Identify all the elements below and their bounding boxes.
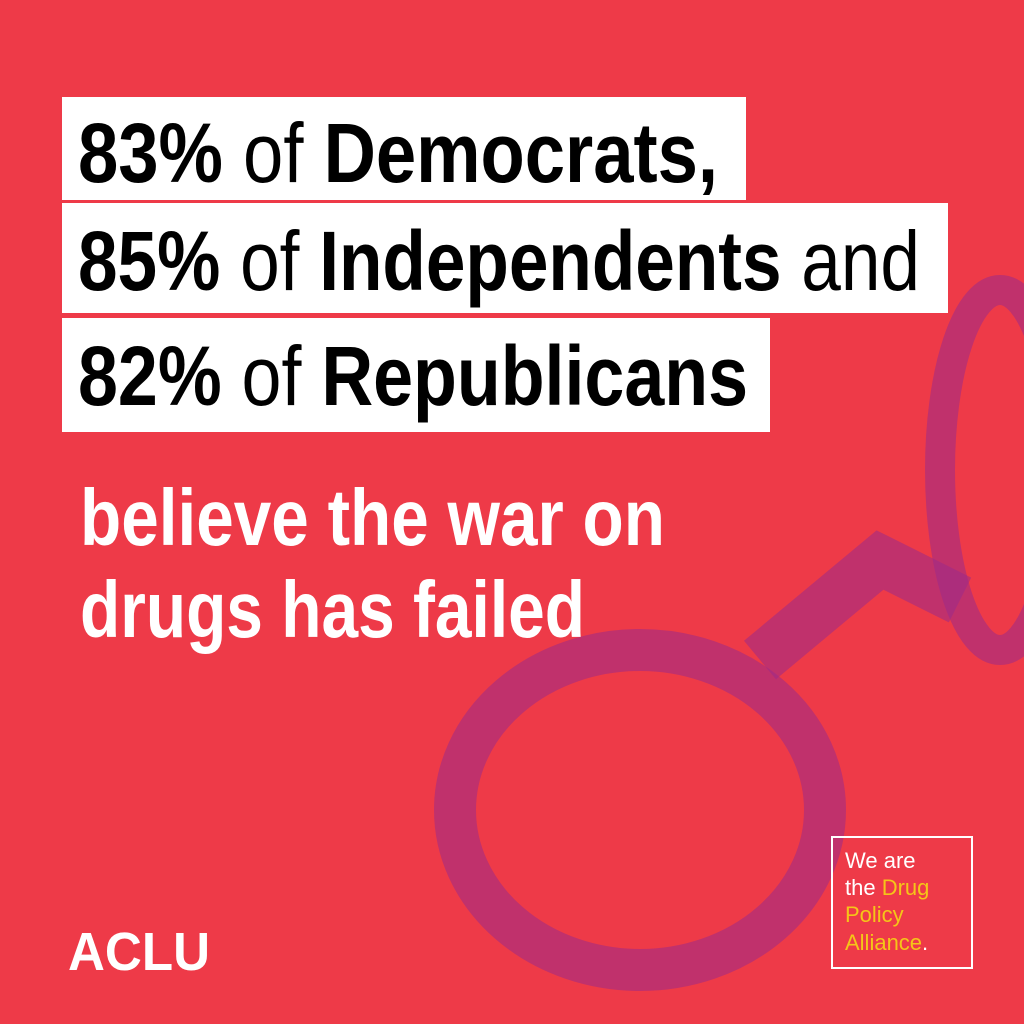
badge-text: . xyxy=(922,930,928,955)
headline-line: 83% of Democrats, xyxy=(78,106,718,200)
headline-regular: and xyxy=(782,214,920,308)
headline-bold: Independents xyxy=(319,214,781,308)
badge-line: the Drug xyxy=(845,875,929,900)
headline-bold: 82% xyxy=(78,329,222,423)
headline-regular: of xyxy=(223,106,324,200)
headline-regular: of xyxy=(222,329,322,423)
headline-bold: Republicans xyxy=(321,329,748,423)
highlight-box xyxy=(62,97,746,200)
handcuff-illustration xyxy=(434,275,1024,991)
highlight-box xyxy=(62,318,770,432)
headline-line: 82% of Republicans xyxy=(78,329,748,423)
badge-text: Policy xyxy=(845,902,904,927)
badge-text: the xyxy=(845,875,882,900)
headline-regular: of xyxy=(220,214,319,308)
badge-line: Policy xyxy=(845,902,904,927)
badge-text: Alliance xyxy=(845,930,922,955)
aclu-logo: ACLU xyxy=(68,922,210,982)
badge-text: We are xyxy=(845,848,916,873)
headline-bold: Democrats, xyxy=(324,106,718,200)
subhead-line: drugs has failed xyxy=(80,565,585,654)
badge-text: Drug xyxy=(882,875,930,900)
headline-line: 85% of Independents and xyxy=(78,214,920,308)
badge-line: We are xyxy=(845,848,916,873)
highlight-box xyxy=(62,203,948,313)
subhead-line: believe the war on xyxy=(80,473,665,562)
headline xyxy=(62,97,948,432)
badge-line: Alliance. xyxy=(845,930,928,955)
headline-bold: 85% xyxy=(78,214,220,308)
headline-bold: 83% xyxy=(78,106,223,200)
badge-frame xyxy=(831,836,973,969)
